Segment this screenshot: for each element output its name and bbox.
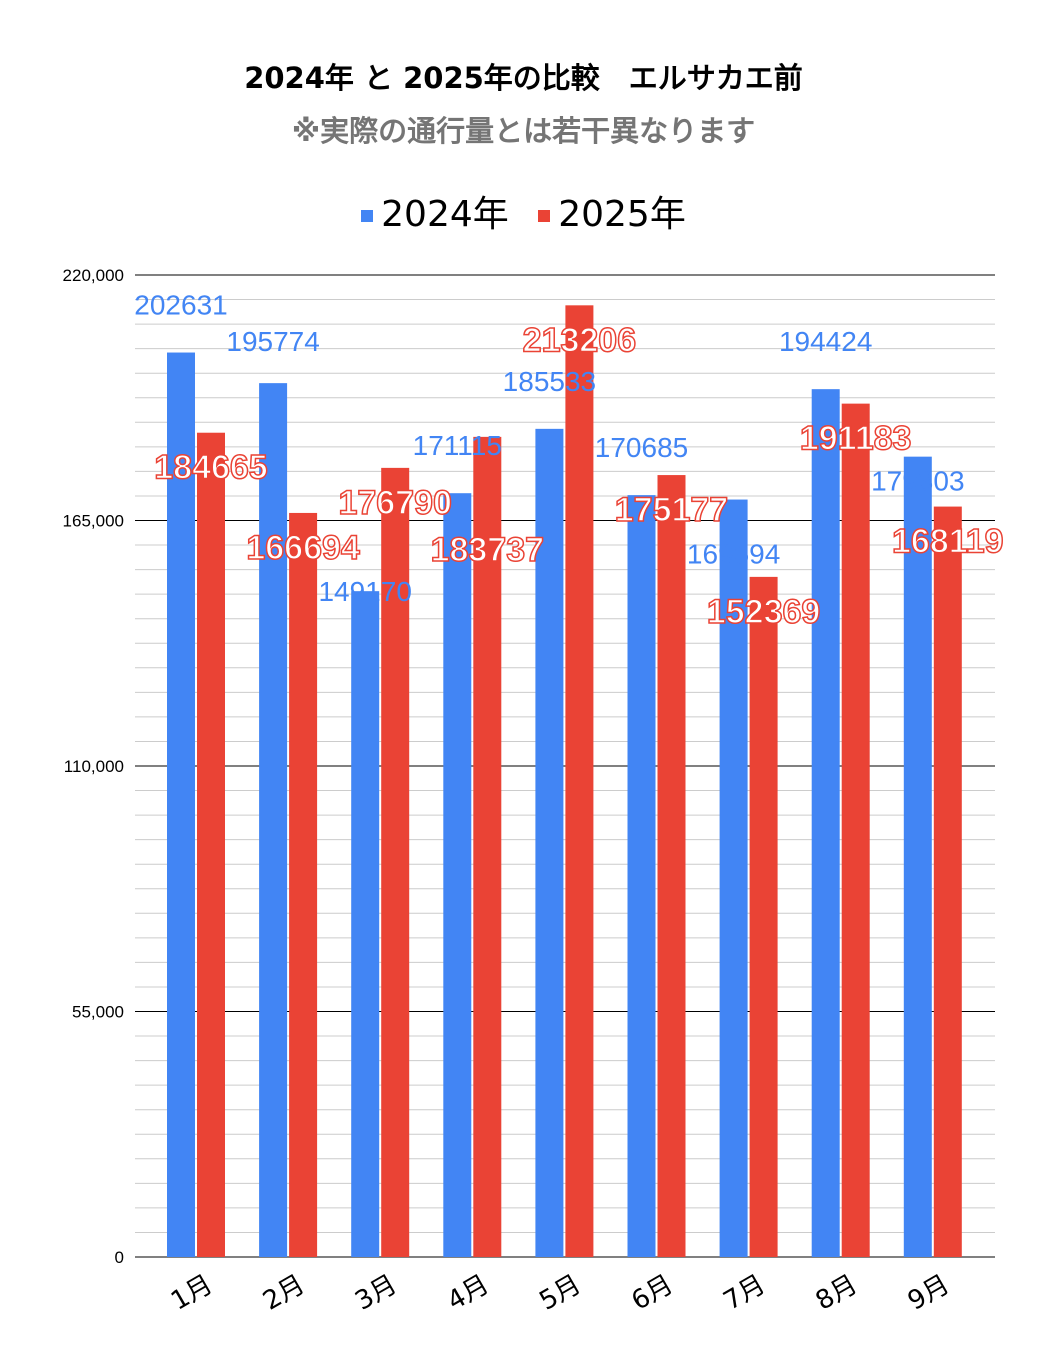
bar-2025 [381, 467, 410, 1257]
bar-2025 [933, 506, 962, 1258]
data-label-2025: 191183 [800, 420, 912, 458]
legend-item-2025: 2025年 [538, 194, 686, 235]
legend-item-2024: 2024年 [361, 194, 509, 235]
x-tick-label: 7月 [719, 1269, 771, 1316]
bar-2025 [841, 403, 870, 1257]
y-tick-label: 220,000 [63, 266, 124, 285]
bar-2025 [289, 512, 318, 1257]
legend-swatch-2025 [538, 210, 551, 222]
legend-label: 2024年 [381, 194, 509, 235]
data-label-2024: 194424 [779, 326, 872, 357]
data-label-2025: 176790 [338, 484, 451, 522]
x-tick-label: 3月 [350, 1269, 402, 1316]
chart-subtitle: ※実際の通行量とは若干異なります [291, 114, 756, 148]
data-label-2024: 195774 [226, 326, 319, 357]
bar-2025 [473, 436, 502, 1257]
bar-2025 [565, 305, 594, 1258]
data-label-2025: 168119 [892, 523, 1004, 561]
data-label-2025: 213206 [523, 321, 636, 359]
bar-2024 [903, 456, 932, 1257]
bar-2024 [811, 389, 840, 1257]
bar-2024 [167, 352, 195, 1257]
data-label-2024: 171115 [413, 430, 502, 461]
bar-2024 [535, 428, 564, 1257]
data-label-2024: 169694 [687, 539, 780, 570]
x-tick-label: 5月 [534, 1269, 586, 1316]
data-label-2024: 179303 [871, 466, 964, 497]
data-label-2024: 170685 [595, 432, 688, 463]
x-tick-label: 8月 [811, 1269, 863, 1316]
y-tick-label: 55,000 [72, 1003, 124, 1022]
data-label-2025: 175177 [615, 491, 728, 529]
legend-label: 2025年 [558, 194, 686, 235]
x-tick-label: 4月 [442, 1269, 494, 1316]
chart-title: 2024年 と 2025年の比較 エルサカエ前 [244, 61, 803, 95]
y-tick-label: 0 [115, 1248, 124, 1267]
bar-2025 [749, 576, 778, 1257]
bar-2024 [443, 493, 472, 1258]
y-tick-label: 110,000 [64, 757, 124, 776]
x-tick-label: 9月 [903, 1269, 955, 1316]
x-tick-label: 2月 [258, 1269, 310, 1316]
bar-2024 [719, 499, 748, 1257]
data-label-2024: 185533 [503, 366, 596, 397]
bar-2024 [351, 591, 380, 1257]
bar-2024 [259, 383, 288, 1257]
legend-swatch-2024 [361, 210, 374, 222]
x-tick-label: 6月 [627, 1269, 679, 1316]
data-label-2025: 184665 [154, 449, 267, 487]
bar-2024 [627, 495, 656, 1257]
x-tick-label: 1月 [166, 1269, 218, 1316]
data-label-2025: 152369 [707, 593, 820, 631]
data-label-2025: 166694 [246, 529, 360, 567]
bar-2025 [657, 475, 686, 1257]
data-label-2025: 183737 [431, 531, 544, 569]
data-label-2024: 149170 [318, 576, 411, 607]
bar-2025 [197, 432, 225, 1257]
legend: 2024年 2025年 [0, 185, 1047, 237]
y-tick-label: 165,000 [63, 512, 124, 531]
data-label-2024: 202631 [134, 290, 227, 321]
